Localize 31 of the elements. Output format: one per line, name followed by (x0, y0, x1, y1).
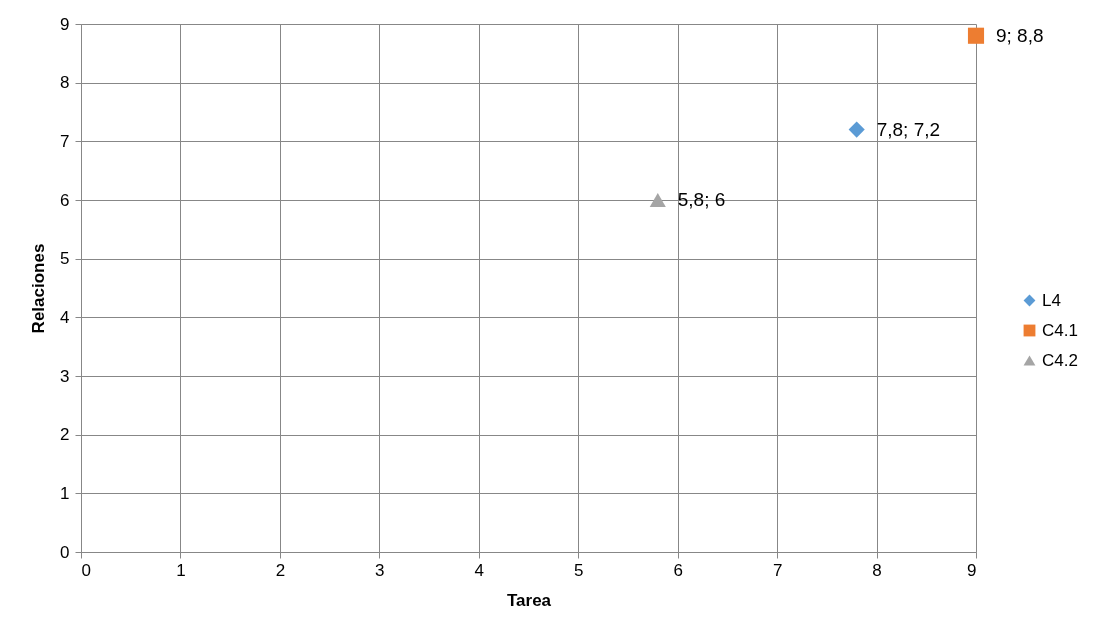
y-axis-title: Relaciones (29, 243, 49, 334)
data-label: 9; 8,8 (996, 24, 1044, 46)
point (649, 193, 666, 207)
x-axis-title: Tarea (506, 590, 552, 610)
x-tick-label: 3 (375, 560, 385, 580)
y-tick-label: 7 (60, 131, 70, 151)
data-label: 7,8; 7,2 (876, 118, 941, 140)
y-tick-label: 1 (60, 483, 70, 503)
point (967, 27, 985, 44)
x-tick-label: 1 (176, 560, 186, 580)
y-tick-label: 2 (60, 425, 70, 445)
x-tick-label: 0 (81, 560, 91, 580)
x-tick-label: 5 (573, 560, 584, 580)
y-tick-label: 0 (60, 542, 70, 562)
legend-label: L4 (1042, 290, 1061, 310)
y-tick-label: 9 (60, 14, 70, 34)
data-label: 5,8; 6 (677, 189, 726, 210)
y-tick-label: 3 (60, 366, 70, 386)
x-tick-label: 9 (967, 560, 977, 580)
x-tick-label: 8 (872, 560, 882, 580)
x-tick-label: 2 (275, 560, 286, 580)
y-tick-label: 8 (60, 73, 70, 93)
point (848, 121, 865, 138)
legend-label: C4.2 (1042, 350, 1078, 370)
x-tick-label: 4 (474, 560, 485, 580)
y-tick-label: 4 (60, 307, 70, 327)
x-tick-label: 6 (673, 560, 683, 580)
legend-label: C4.1 (1042, 320, 1078, 340)
x-tick-label: 7 (772, 560, 783, 580)
y-tick-label: 6 (60, 190, 70, 210)
y-tick-label: 5 (60, 249, 70, 269)
